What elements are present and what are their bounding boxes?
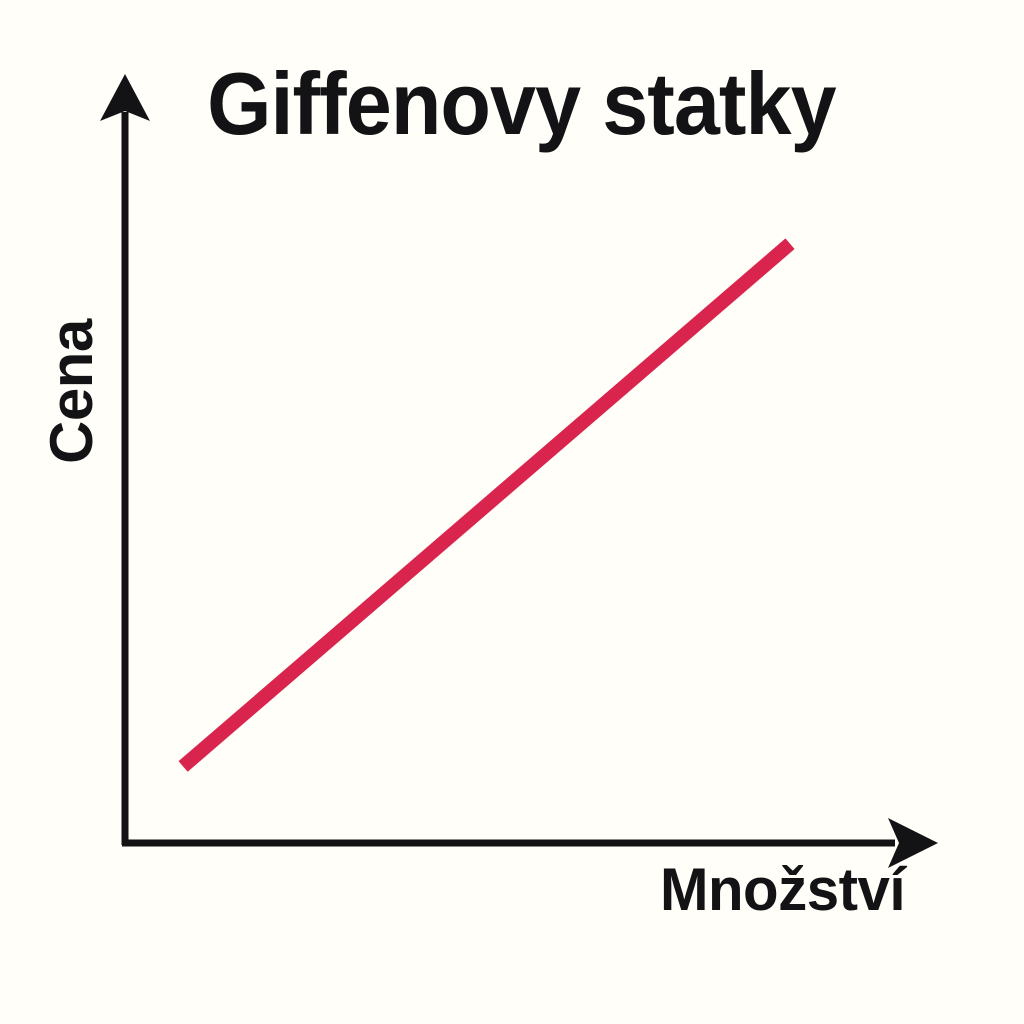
x-axis-label: Množství bbox=[660, 856, 906, 923]
arrow-right-icon bbox=[888, 818, 938, 868]
page-title: Giffenovy statky bbox=[207, 54, 836, 153]
arrow-up-icon bbox=[100, 74, 150, 121]
y-axis-label: Cena bbox=[38, 319, 105, 464]
data-series-line bbox=[178, 238, 795, 772]
